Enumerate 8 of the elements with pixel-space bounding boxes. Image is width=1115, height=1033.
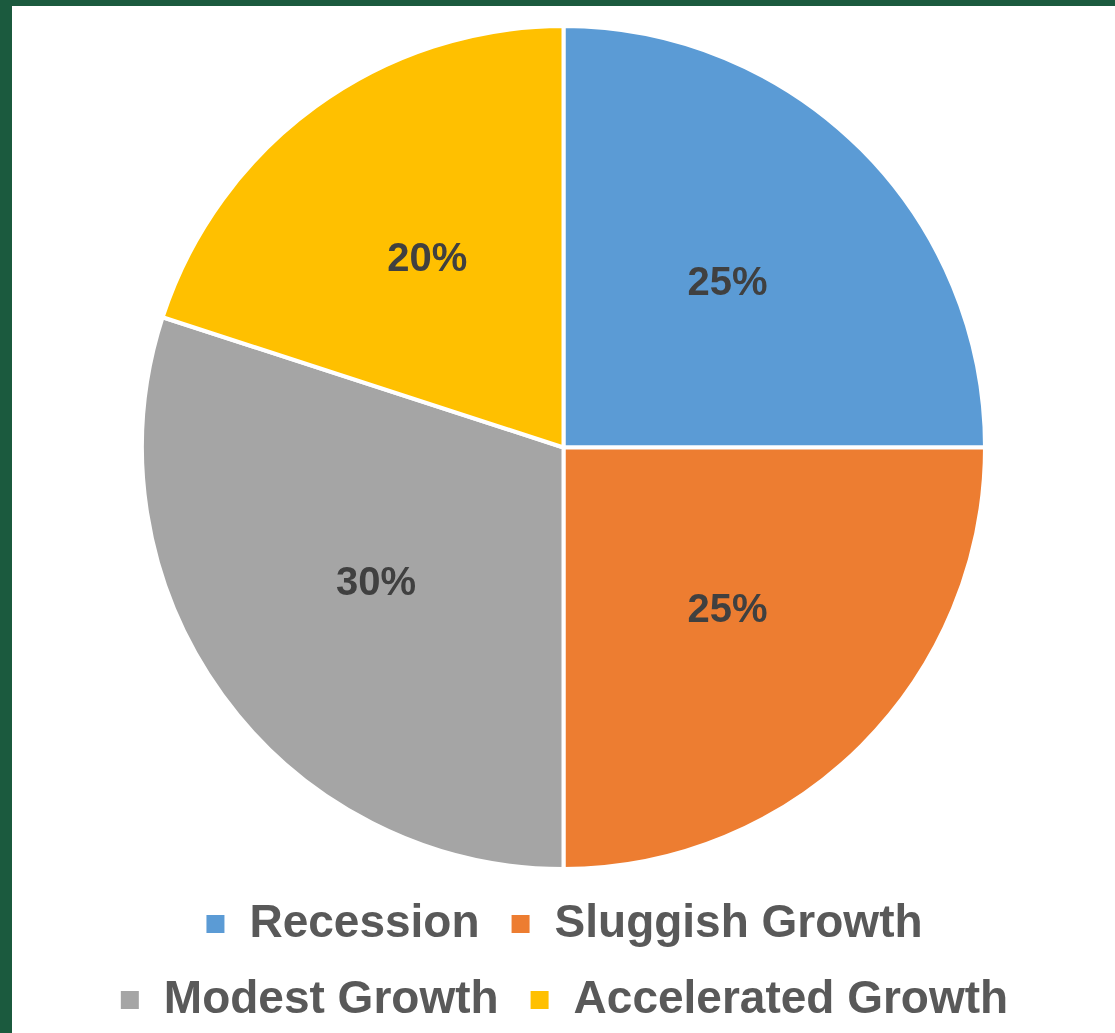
data-label: 25% [687,258,768,303]
legend-label: Recession [249,894,480,947]
legend-label: Sluggish Growth [554,894,923,947]
legend-label: Modest Growth [163,970,499,1023]
legend-label: Accelerated Growth [573,970,1009,1023]
data-label: 25% [687,586,768,631]
data-label: 30% [335,558,416,603]
data-label: 20% [387,234,468,279]
